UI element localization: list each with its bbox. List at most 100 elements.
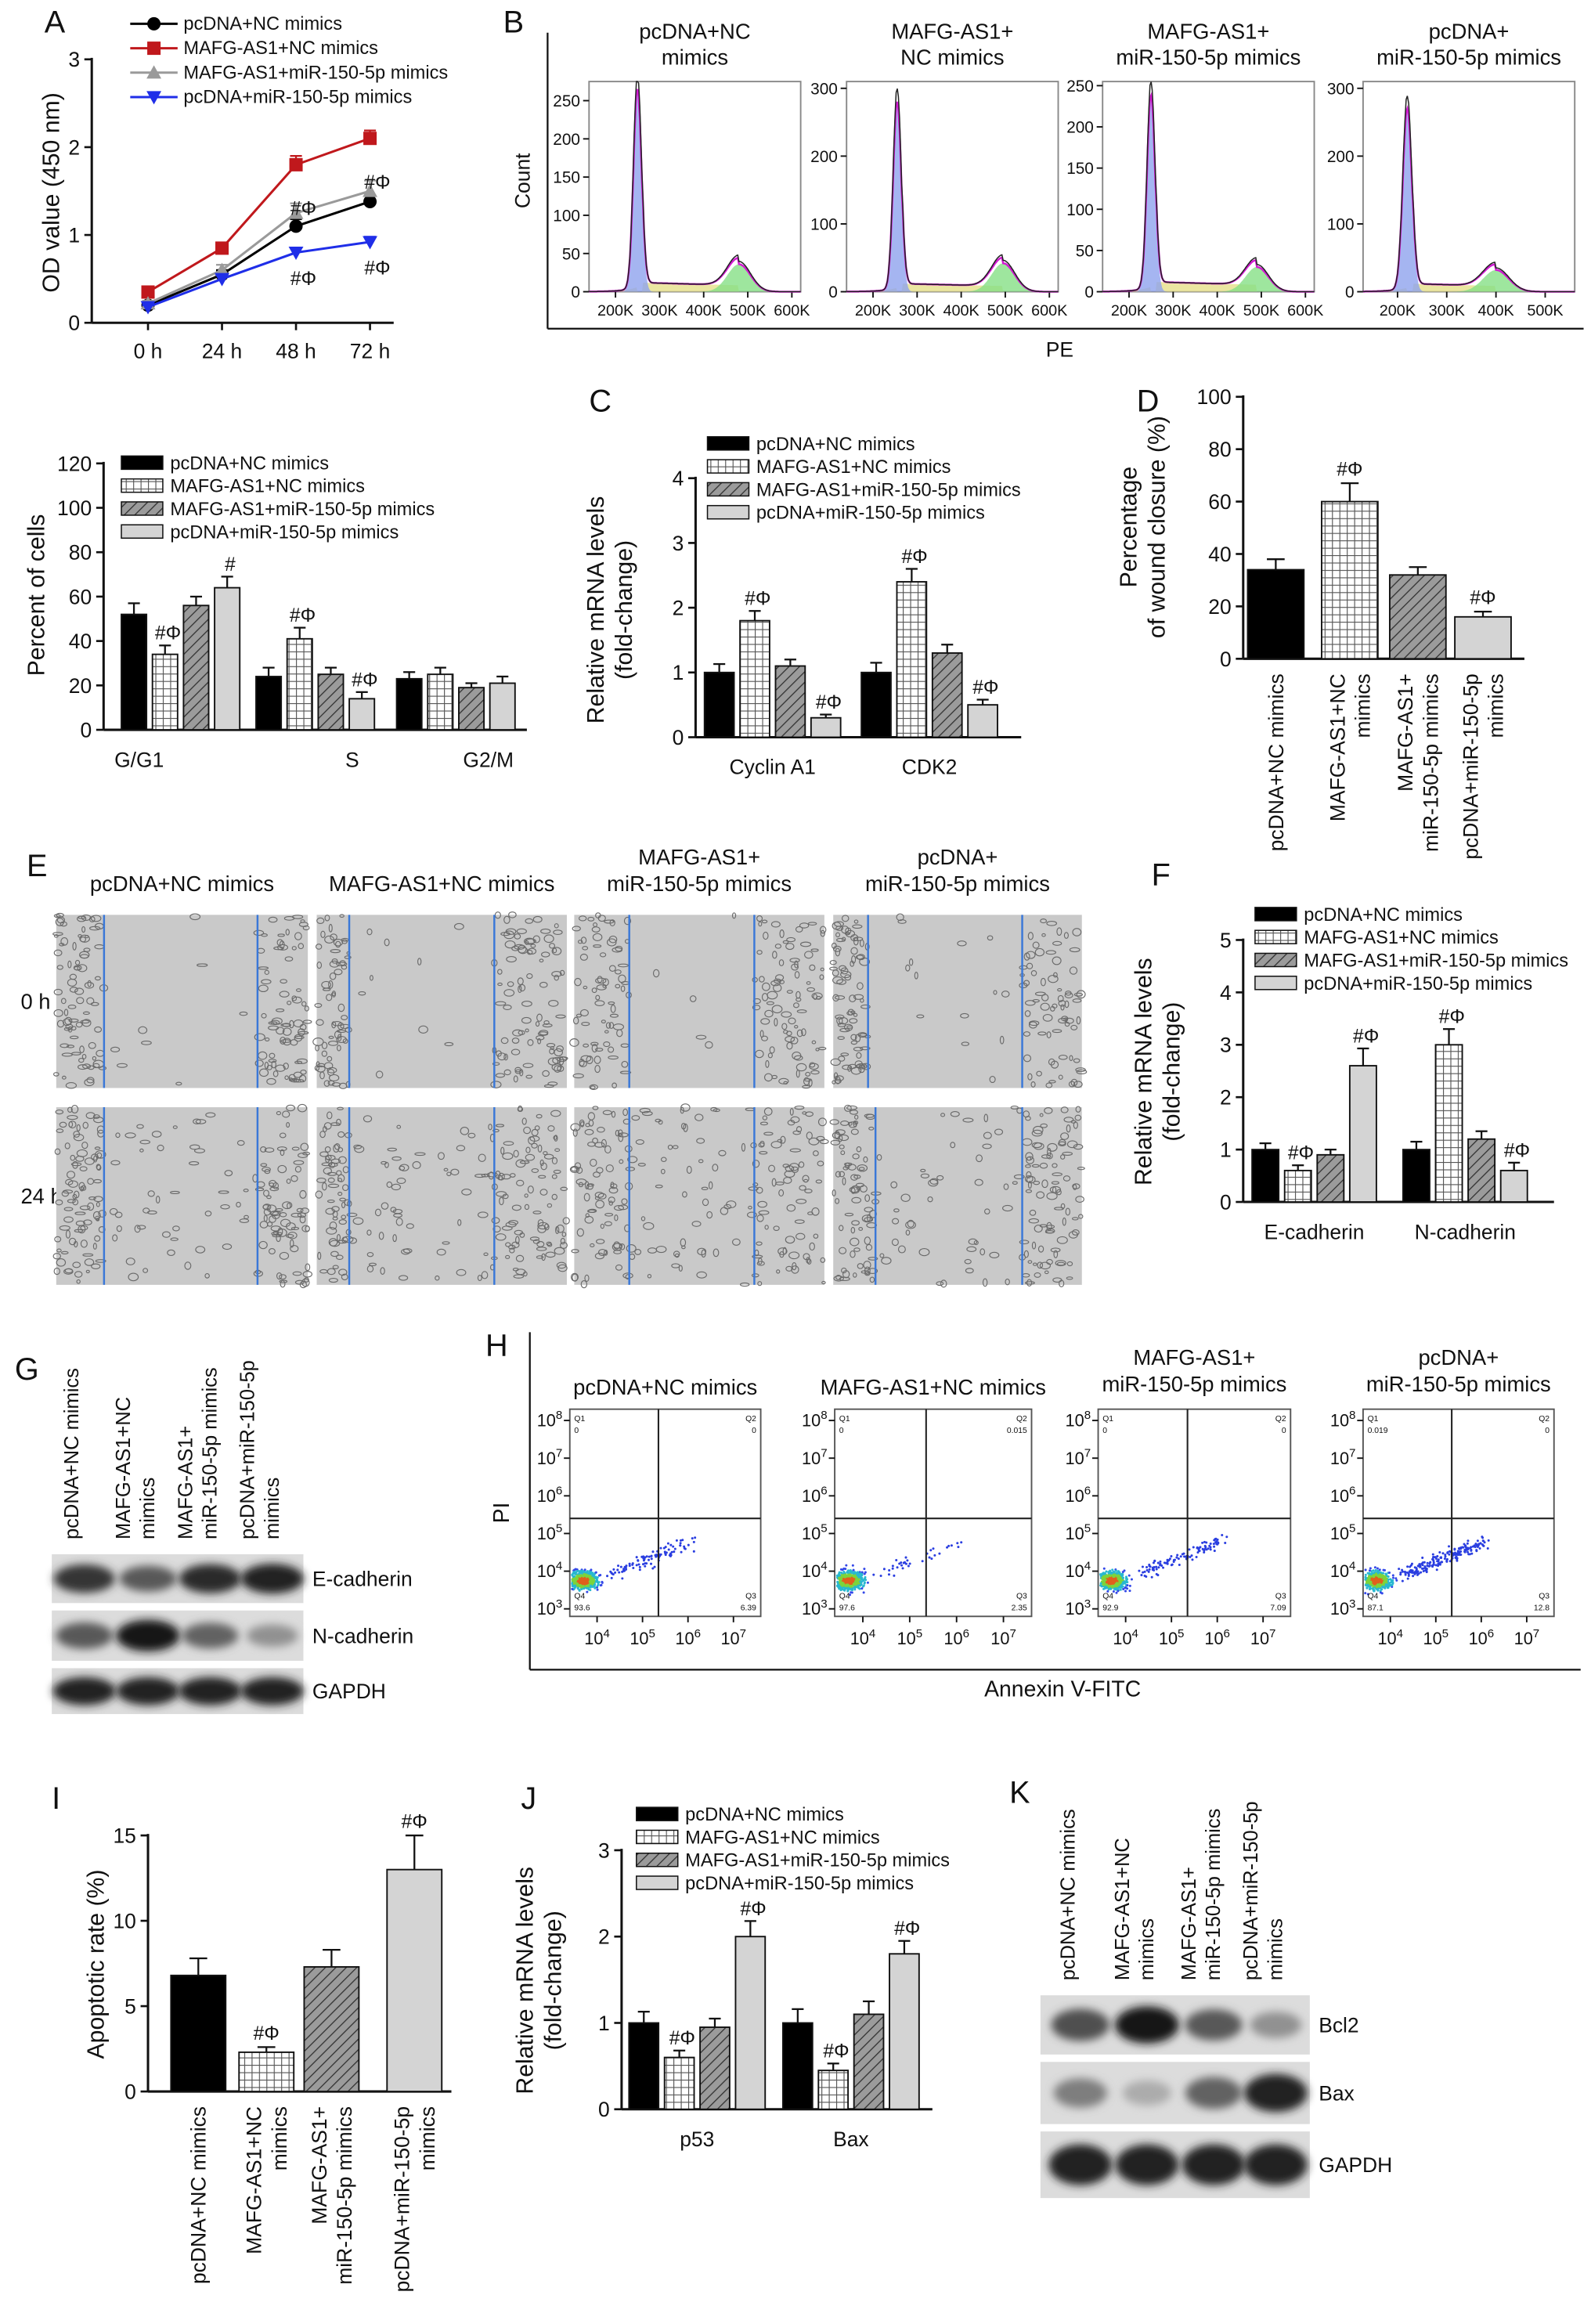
event-dot xyxy=(1421,1564,1424,1567)
cell xyxy=(551,1174,557,1179)
legend-label: MAFG-AS1+miR-150-5p mimics xyxy=(170,500,435,520)
significance-label: #Φ xyxy=(290,605,316,626)
cell xyxy=(772,951,777,959)
cell xyxy=(594,1142,605,1148)
cell xyxy=(575,1167,583,1174)
event-dot xyxy=(849,1593,852,1597)
cell xyxy=(1065,1207,1071,1216)
event-dot xyxy=(687,1543,690,1546)
event-dot xyxy=(1106,1590,1109,1593)
event-dot xyxy=(1467,1546,1470,1550)
cell xyxy=(785,1165,795,1172)
cell xyxy=(68,1237,77,1246)
event-dot xyxy=(599,1574,602,1577)
x-tick-label: MAFG-AS1+ xyxy=(308,2106,331,2225)
cell xyxy=(786,1041,793,1050)
event-dot xyxy=(610,1576,613,1579)
cell xyxy=(78,1058,85,1063)
event-dot xyxy=(1117,1583,1120,1586)
bar xyxy=(967,704,998,738)
event-dot xyxy=(1453,1547,1456,1550)
cell xyxy=(94,976,101,981)
event-dot xyxy=(1431,1556,1435,1559)
cell xyxy=(1073,1081,1083,1088)
event-dot xyxy=(1469,1546,1472,1550)
y-tick-label: 15 xyxy=(113,1824,135,1848)
x-tick-label: 400K xyxy=(943,302,979,319)
cell xyxy=(832,1189,836,1197)
cell xyxy=(511,1241,520,1249)
cell xyxy=(835,926,844,931)
lane-label: pcDNA+miR-150-5p xyxy=(1240,1801,1262,1980)
cell xyxy=(960,1012,969,1019)
cell xyxy=(316,1019,324,1027)
cell xyxy=(756,1214,764,1222)
cell xyxy=(647,1247,658,1254)
event-dot xyxy=(1464,1549,1467,1552)
event-dot xyxy=(1104,1585,1107,1588)
event-dot xyxy=(1117,1590,1120,1593)
cell xyxy=(69,987,78,993)
cell xyxy=(503,1141,514,1146)
event-dot xyxy=(1111,1580,1114,1583)
cell xyxy=(193,1148,206,1153)
cell xyxy=(778,1077,789,1084)
bar xyxy=(739,619,770,738)
x-tick-label: 107 xyxy=(1250,1627,1276,1648)
event-dot xyxy=(1406,1565,1409,1568)
cell xyxy=(779,929,785,938)
cell xyxy=(868,1126,875,1131)
cell xyxy=(1026,1171,1032,1178)
cell xyxy=(298,922,308,927)
event-dot xyxy=(1123,1569,1126,1572)
row-label: 24 h xyxy=(20,1184,62,1208)
cell xyxy=(1050,1060,1059,1069)
legend-label: MAFG-AS1+miR-150-5p mimics xyxy=(685,1851,950,1871)
tick-exponent: 5 xyxy=(1178,1627,1184,1640)
event-dot xyxy=(571,1573,574,1576)
cell xyxy=(604,1212,614,1217)
cell xyxy=(258,1068,269,1077)
column-title: miR-150-5p mimics xyxy=(865,872,1050,896)
event-dot xyxy=(844,1568,847,1571)
cell xyxy=(336,1234,341,1242)
x-tick-label: 104 xyxy=(1113,1627,1138,1648)
cell xyxy=(546,1043,556,1048)
event-dot xyxy=(854,1578,858,1581)
cell xyxy=(366,928,373,936)
cell xyxy=(1031,1241,1037,1250)
event-dot xyxy=(1118,1581,1121,1584)
event-dot xyxy=(841,1581,844,1584)
event-dot xyxy=(1437,1558,1440,1561)
event-dot xyxy=(853,1578,856,1581)
cell xyxy=(853,994,864,1000)
event-dot xyxy=(1121,1577,1124,1580)
event-dot xyxy=(1387,1575,1390,1578)
event-dot xyxy=(1435,1568,1438,1572)
cell xyxy=(950,1111,960,1117)
cell xyxy=(617,1132,629,1138)
event-dot xyxy=(1145,1568,1149,1572)
cell xyxy=(830,1058,841,1066)
cell xyxy=(314,1002,323,1009)
cell xyxy=(1063,1117,1074,1123)
event-dot xyxy=(1365,1582,1368,1585)
event-dot xyxy=(669,1543,673,1546)
cell xyxy=(59,943,65,947)
x-tick-label: 600K xyxy=(1287,302,1323,319)
cell xyxy=(1054,1207,1064,1211)
cell xyxy=(579,1119,585,1127)
cell xyxy=(1052,1163,1058,1168)
cell xyxy=(363,1115,373,1123)
cell xyxy=(329,960,340,968)
cell xyxy=(849,1110,858,1115)
tick-exponent: 5 xyxy=(821,1522,827,1536)
event-dot xyxy=(1406,1577,1409,1580)
cell xyxy=(596,1239,605,1244)
event-dot xyxy=(1225,1536,1228,1539)
cell xyxy=(320,930,326,938)
cell xyxy=(1031,1142,1042,1149)
cell xyxy=(920,1173,930,1178)
plot-frame xyxy=(568,1408,762,1618)
cell xyxy=(316,1177,326,1183)
